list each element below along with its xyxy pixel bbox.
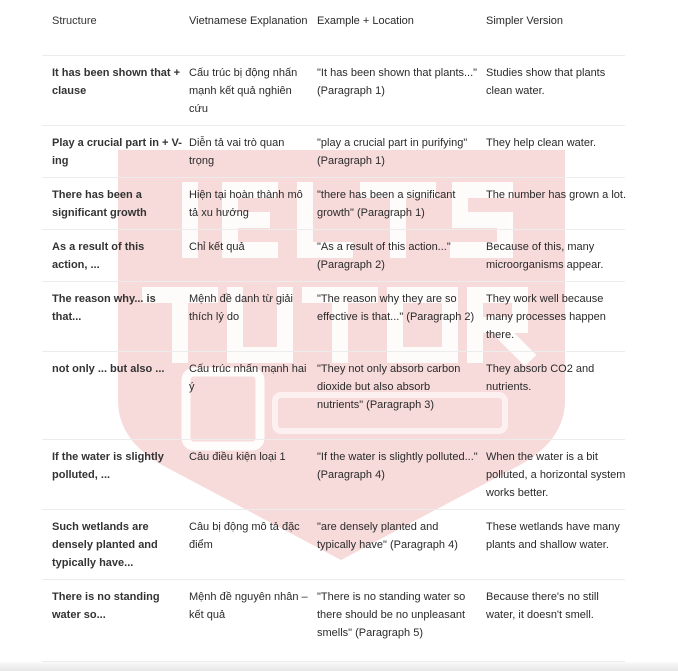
cell-vietnamese-explanation: Mệnh đề nguyên nhân – kết quả xyxy=(189,591,308,621)
cell-simpler-version: Because of this, many microorganisms app… xyxy=(486,241,604,271)
cell-vietnamese-explanation: Chỉ kết quả xyxy=(189,241,245,253)
cell-simpler-version: Because there's no still water, it doesn… xyxy=(486,591,599,621)
header-structure: Structure xyxy=(52,15,97,27)
cell-example-location: "If the water is slightly polluted..." (… xyxy=(317,451,478,481)
cell-structure: There has been a significant growth xyxy=(52,189,147,219)
table-header-row: Structure Vietnamese Explanation Example +… xyxy=(42,4,625,56)
cell-structure: There is no standing water so... xyxy=(52,591,160,621)
watermark-online-bar xyxy=(272,392,508,434)
cell-example-location: "It has been shown that plants..." (Para… xyxy=(317,67,478,97)
table-row: It has been shown that + clause Cấu trúc … xyxy=(42,56,625,126)
cell-simpler-version: The number has grown a lot. xyxy=(486,189,627,201)
table-row: not only ... but also ... Cấu trúc nhấn m… xyxy=(42,352,625,440)
cell-simpler-version: They absorb CO2 and nutrients. xyxy=(486,363,595,393)
cell-vietnamese-explanation: Câu điều kiện loại 1 xyxy=(189,451,286,463)
page-bottom-edge xyxy=(0,662,678,671)
watermark-tutor-lettering xyxy=(142,287,537,367)
watermark-ielts-lettering xyxy=(182,182,513,258)
cell-simpler-version: When the water is a bit polluted, a hori… xyxy=(486,451,626,499)
header-example-location: Example + Location xyxy=(317,15,414,27)
header-vietnamese-explanation: Vietnamese Explanation xyxy=(189,15,308,27)
cell-vietnamese-explanation: Hiện tại hoàn thành mô tả xu hướng xyxy=(189,189,303,219)
cell-vietnamese-explanation: Câu bị động mô tả đặc điểm xyxy=(189,521,300,551)
cell-vietnamese-explanation: Diễn tả vai trò quan trọng xyxy=(189,137,285,167)
cell-vietnamese-explanation: Cấu trúc nhấn mạnh hai ý xyxy=(189,363,307,393)
cell-structure: If the water is slightly polluted, ... xyxy=(52,451,164,481)
cell-simpler-version: They work well because many processes ha… xyxy=(486,293,606,341)
cell-simpler-version: Studies show that plants clean water. xyxy=(486,67,606,97)
cell-example-location: "play a crucial part in purifying" (Para… xyxy=(317,137,468,167)
cell-vietnamese-explanation: Cấu trúc bị động nhấn mạnh kết quả nghiê… xyxy=(189,67,298,115)
cell-simpler-version: They help clean water. xyxy=(486,137,597,149)
cell-example-location: "The reason why they are so effective is… xyxy=(317,293,475,323)
table-row: If the water is slightly polluted, ... Câ… xyxy=(42,440,625,510)
cell-structure: Play a crucial part in + V-ing xyxy=(52,137,182,167)
table-row: There is no standing water so... Mệnh đề … xyxy=(42,580,625,662)
cell-simpler-version: These wetlands have many plants and shal… xyxy=(486,521,620,551)
cell-structure: The reason why... is that... xyxy=(52,293,156,323)
header-simpler-version: Simpler Version xyxy=(486,15,564,27)
table-row: Play a crucial part in + V-ing Diễn tả va… xyxy=(42,126,625,178)
cell-vietnamese-explanation: Mệnh đề danh từ giải thích lý do xyxy=(189,293,293,323)
cell-structure: It has been shown that + clause xyxy=(52,67,181,97)
cell-example-location: "There is no standing water so there sho… xyxy=(317,591,466,639)
cell-example-location: "are densely planted and typically have"… xyxy=(317,521,458,551)
table-row: As a result of this action, ... Chỉ kết q… xyxy=(42,230,625,282)
cell-example-location: "there has been a significant growth" (P… xyxy=(317,189,456,219)
cell-structure: not only ... but also ... xyxy=(52,363,165,375)
cell-example-location: "As a result of this action..." (Paragra… xyxy=(317,241,451,271)
cell-structure: Such wetlands are densely planted and ty… xyxy=(52,521,158,569)
screen-icon xyxy=(181,367,265,451)
table-row: There has been a significant growth Hiện … xyxy=(42,178,626,230)
table-row: Such wetlands are densely planted and ty… xyxy=(42,510,625,580)
cell-example-location: "They not only absorb carbon dioxide but… xyxy=(317,363,461,411)
table-row: The reason why... is that... Mệnh đề danh… xyxy=(42,282,625,352)
cell-structure: As a result of this action, ... xyxy=(52,241,145,271)
